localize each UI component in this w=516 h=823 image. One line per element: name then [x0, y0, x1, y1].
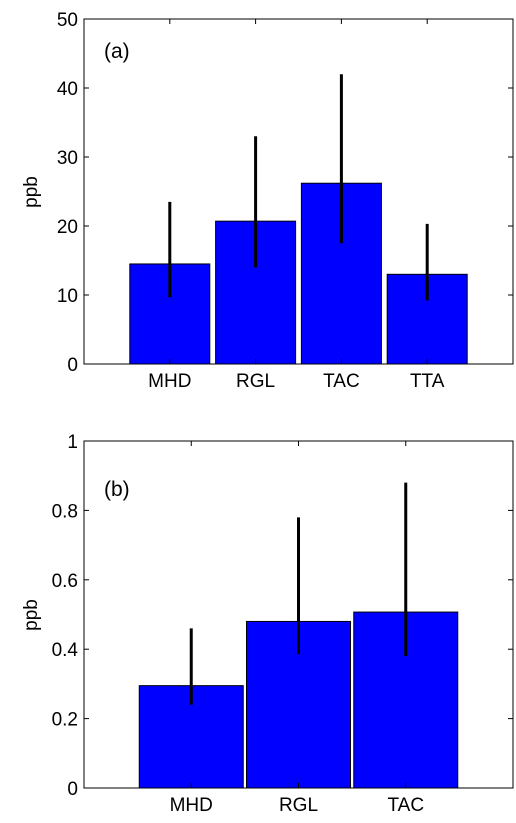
y-tick-label: 0.2 — [52, 710, 78, 731]
x-tick-label-mhd: MHD — [170, 795, 213, 816]
y-axis-label: ppb — [21, 176, 42, 208]
y-tick-label: 30 — [57, 148, 78, 169]
y-tick-label: 0 — [67, 355, 78, 376]
y-axis-label: ppb — [21, 599, 42, 631]
panel-a-bar-chart: 0 10 20 30 40 50 MHD RGL TAC TTA ppb (a) — [21, 10, 514, 392]
y-tick-label: 0.8 — [52, 501, 78, 522]
x-tick-label-tac: TAC — [323, 371, 360, 392]
y-tick-label: 0 — [67, 779, 78, 800]
y-tick-label: 10 — [57, 286, 78, 307]
y-tick-label: 20 — [57, 217, 78, 238]
x-tick-label-mhd: MHD — [148, 371, 191, 392]
y-tick-label: 50 — [57, 10, 78, 31]
y-tick-label: 40 — [57, 79, 78, 100]
x-tick-label-tac: TAC — [387, 795, 424, 816]
axes-frame — [83, 18, 514, 365]
y-tick-label: 0.4 — [52, 640, 79, 661]
panel-label: (b) — [104, 478, 130, 501]
y-tick-label: 1 — [67, 432, 78, 453]
y-tick-label: 0.6 — [52, 571, 78, 592]
x-tick-label-tta: TTA — [410, 371, 445, 392]
x-tick-label-rgl: RGL — [236, 371, 275, 392]
panel-b-bar-chart: 0 0.2 0.4 0.6 0.8 1 MHD RGL TAC ppb (b) — [21, 432, 514, 816]
x-tick-label-rgl: RGL — [279, 795, 318, 816]
panel-label: (a) — [104, 40, 130, 63]
